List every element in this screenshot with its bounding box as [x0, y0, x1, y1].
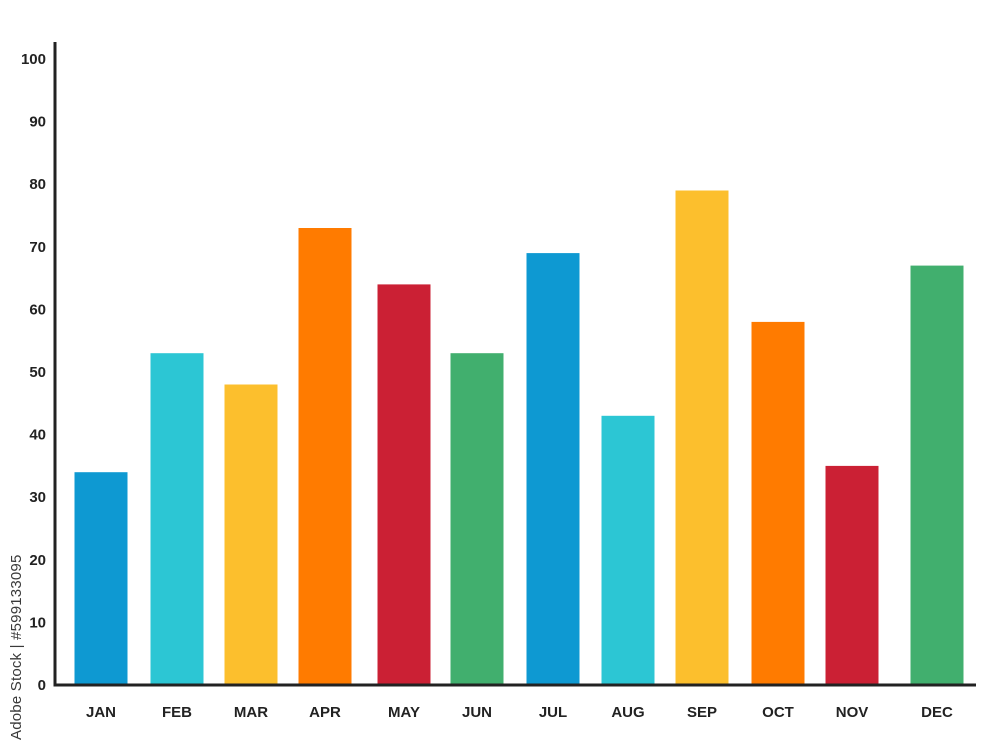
y-tick-90: 90 — [29, 114, 46, 131]
bar-oct — [751, 321, 805, 685]
x-label-mar: MAR — [234, 704, 268, 721]
stock-watermark-text: Adobe Stock | #599133095 — [8, 554, 25, 740]
y-tick-10: 10 — [29, 614, 46, 631]
x-category-labels: JAN FEB MAR APR MAY JUN JUL AUG SEP OCT NOV DEC — [86, 704, 953, 721]
bar-aug — [601, 415, 655, 685]
y-tick-60: 60 — [29, 301, 46, 318]
axes-layer — [53, 42, 976, 687]
x-label-jun: JUN — [462, 704, 492, 721]
y-tick-0: 0 — [38, 677, 46, 694]
x-label-oct: OCT — [762, 704, 794, 721]
bar-nov — [825, 465, 879, 685]
y-tick-50: 50 — [29, 364, 46, 381]
bar-apr — [298, 228, 352, 685]
bar-dec — [910, 265, 964, 685]
y-tick-30: 30 — [29, 489, 46, 506]
x-label-feb: FEB — [162, 704, 192, 721]
x-label-aug: AUG — [611, 704, 644, 721]
y-tick-70: 70 — [29, 239, 46, 256]
x-label-dec: DEC — [921, 704, 953, 721]
bar-sep — [675, 190, 729, 685]
y-tick-labels: 0 10 20 30 40 50 60 70 80 90 100 — [21, 51, 46, 694]
bar-mar — [224, 384, 278, 685]
y-tick-100: 100 — [21, 51, 46, 68]
x-label-may: MAY — [388, 704, 420, 721]
bars-layer — [74, 190, 964, 685]
bar-jun — [450, 353, 504, 685]
x-label-sep: SEP — [687, 704, 717, 721]
bar-jan — [74, 472, 128, 685]
y-tick-40: 40 — [29, 427, 46, 444]
bar-jul — [526, 253, 580, 685]
y-tick-80: 80 — [29, 176, 46, 193]
bar-feb — [150, 353, 204, 685]
x-label-nov: NOV — [836, 704, 869, 721]
y-tick-20: 20 — [29, 552, 46, 569]
bar-may — [377, 284, 431, 685]
x-label-jul: JUL — [539, 704, 567, 721]
x-label-jan: JAN — [86, 704, 116, 721]
x-label-apr: APR — [309, 704, 341, 721]
